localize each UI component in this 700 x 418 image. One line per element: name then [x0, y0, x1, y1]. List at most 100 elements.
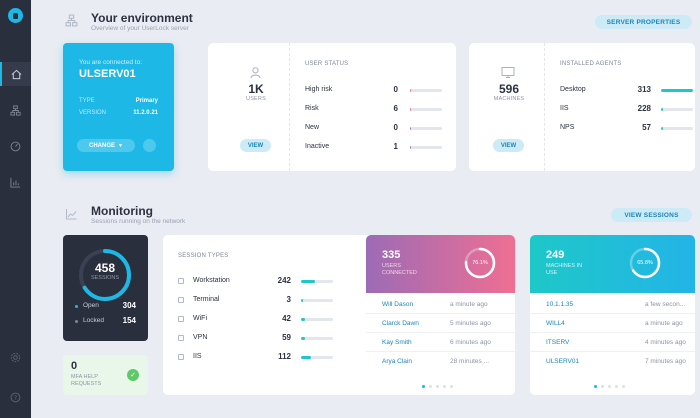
machines-in-use-percent: 65.8%: [637, 260, 653, 266]
view-users-button[interactable]: VIEW: [240, 139, 271, 152]
wifi-icon: [178, 316, 184, 322]
users-card: 1K USERS VIEW USER STATUS High risk 0 Risk…: [208, 43, 456, 171]
feed-name[interactable]: WILL4: [546, 320, 565, 327]
feed-row[interactable]: ULSERV01 7 minutes ago: [530, 358, 695, 372]
feed-time: a few secon...: [645, 301, 686, 308]
session-type-value: 42: [282, 314, 291, 323]
sessions-card[interactable]: 458 SESSIONS Open 304 Locked 154: [63, 235, 148, 341]
feed-name[interactable]: ULSERV01: [546, 358, 580, 365]
home-icon[interactable]: [0, 62, 31, 86]
reports-chart-icon[interactable]: [0, 170, 31, 194]
session-type-bar: [301, 337, 333, 340]
users-count: 1K: [248, 82, 264, 96]
status-label: High risk: [305, 86, 333, 93]
feed-row[interactable]: Clarck Dawn 5 minutes ago: [366, 320, 515, 334]
pager-dot[interactable]: [422, 385, 425, 388]
help-icon[interactable]: ?: [0, 385, 31, 409]
pager-dot[interactable]: [429, 385, 432, 388]
locked-dot-icon: [75, 320, 78, 323]
view-sessions-button[interactable]: VIEW SESSIONS: [611, 208, 692, 222]
feed-name[interactable]: Arya Clain: [382, 358, 412, 365]
session-type-value: 112: [278, 352, 291, 361]
monitoring-title: Monitoring: [91, 204, 153, 218]
feed-name[interactable]: Clarck Dawn: [382, 320, 419, 327]
feed-row[interactable]: WILL4 a minute ago: [530, 320, 695, 334]
feed-row[interactable]: ITSERV 4 minutes ago: [530, 339, 695, 353]
mfa-help-requests-card[interactable]: 0 MFA HELP REQUESTS ✓: [63, 355, 148, 395]
feed-row[interactable]: Will Dason a minute ago: [366, 301, 515, 315]
pager-dot[interactable]: [608, 385, 611, 388]
machines-in-use-header[interactable]: 249 MACHINES IN USE 65.8%: [530, 235, 695, 293]
network-icon[interactable]: [0, 98, 31, 122]
change-server-button[interactable]: CHANGE ▼: [77, 139, 135, 152]
feed-row[interactable]: 10.1.1.35 a few secon...: [530, 301, 695, 315]
server-properties-button[interactable]: SERVER PROPERTIES: [595, 15, 692, 29]
session-type-label: Terminal: [193, 296, 220, 303]
session-type-bar: [301, 318, 333, 321]
status-value: 6: [393, 104, 398, 113]
settings-gear-icon[interactable]: [0, 345, 31, 369]
status-bar: [410, 108, 442, 111]
agent-label: Desktop: [560, 86, 586, 93]
pager-dot[interactable]: [622, 385, 625, 388]
feed-time: 6 minutes ago: [450, 339, 491, 346]
main-content: Your environment Overview of your UserLo…: [31, 0, 700, 418]
session-types-card: SESSION TYPES Workstation 242 Terminal 3 WiF…: [163, 235, 379, 395]
pager-dot[interactable]: [594, 385, 597, 388]
session-type-bar: [301, 280, 333, 283]
environment-subtitle: Overview of your UserLock server: [91, 25, 189, 32]
pager-dot[interactable]: [450, 385, 453, 388]
feed-name[interactable]: Will Dason: [382, 301, 414, 308]
connected-server-card: You are connected to: ULSERV01 TYPE Prim…: [63, 43, 174, 171]
agent-bar: [661, 108, 693, 111]
pager-dot[interactable]: [443, 385, 446, 388]
monitor-icon: [178, 278, 184, 284]
feed-time: 4 minutes ago: [645, 339, 686, 346]
chevron-down-icon: ▼: [118, 142, 123, 149]
dashboard-gauge-icon[interactable]: [0, 134, 31, 158]
status-bar: [410, 146, 442, 149]
feed-row[interactable]: Arya Clain 28 minutes ...: [366, 358, 515, 372]
users-icon: [250, 67, 261, 79]
session-type-label: WiFi: [193, 315, 207, 322]
session-type-value: 59: [282, 333, 291, 342]
feed-name[interactable]: 10.1.1.35: [546, 301, 574, 308]
users-connected-percent: 76.1%: [472, 260, 488, 266]
status-bar: [410, 127, 442, 130]
terminal-icon: [178, 297, 184, 303]
pager-dot[interactable]: [601, 385, 604, 388]
svg-text:?: ?: [14, 393, 17, 401]
machines-card: 596 MACHINES VIEW INSTALLED AGENTS Deskt…: [469, 43, 695, 171]
mfa-count: 0: [71, 360, 78, 372]
machines-count: 596: [498, 82, 520, 96]
machines-label: MACHINES: [493, 96, 525, 102]
type-value: Primary: [135, 98, 158, 104]
status-value: 1: [393, 142, 398, 151]
feed-divider: [366, 313, 515, 314]
feed-row[interactable]: Kay Smith 6 minutes ago: [366, 339, 515, 353]
feed-time: a minute ago: [450, 301, 488, 308]
users-connected-header[interactable]: 335 USERS CONNECTED 76.1%: [366, 235, 515, 293]
feed-name[interactable]: Kay Smith: [382, 339, 412, 346]
agent-value: 313: [637, 85, 651, 94]
mfa-label: MFA HELP REQUESTS: [71, 374, 102, 387]
version-key: VERSION: [79, 110, 107, 116]
user-status-header: USER STATUS: [305, 61, 349, 67]
environment-icon: [65, 14, 78, 27]
status-label: New: [305, 124, 320, 131]
session-type-bar: [301, 299, 333, 302]
pager-dot[interactable]: [615, 385, 618, 388]
feed-name[interactable]: ITSERV: [546, 339, 570, 346]
userlock-logo-icon[interactable]: [8, 8, 23, 23]
monitor-icon: [501, 67, 515, 78]
server-name: ULSERV01: [79, 68, 136, 80]
feed-divider: [530, 351, 695, 352]
machines-in-use-count: 249: [546, 249, 565, 261]
status-value: 0: [393, 85, 398, 94]
view-machines-button[interactable]: VIEW: [493, 139, 524, 152]
server-status-button[interactable]: [143, 139, 156, 152]
session-type-value: 3: [286, 295, 291, 304]
pager-dot[interactable]: [436, 385, 439, 388]
feed-divider: [530, 313, 695, 314]
users-connected-count: 335: [382, 249, 401, 261]
